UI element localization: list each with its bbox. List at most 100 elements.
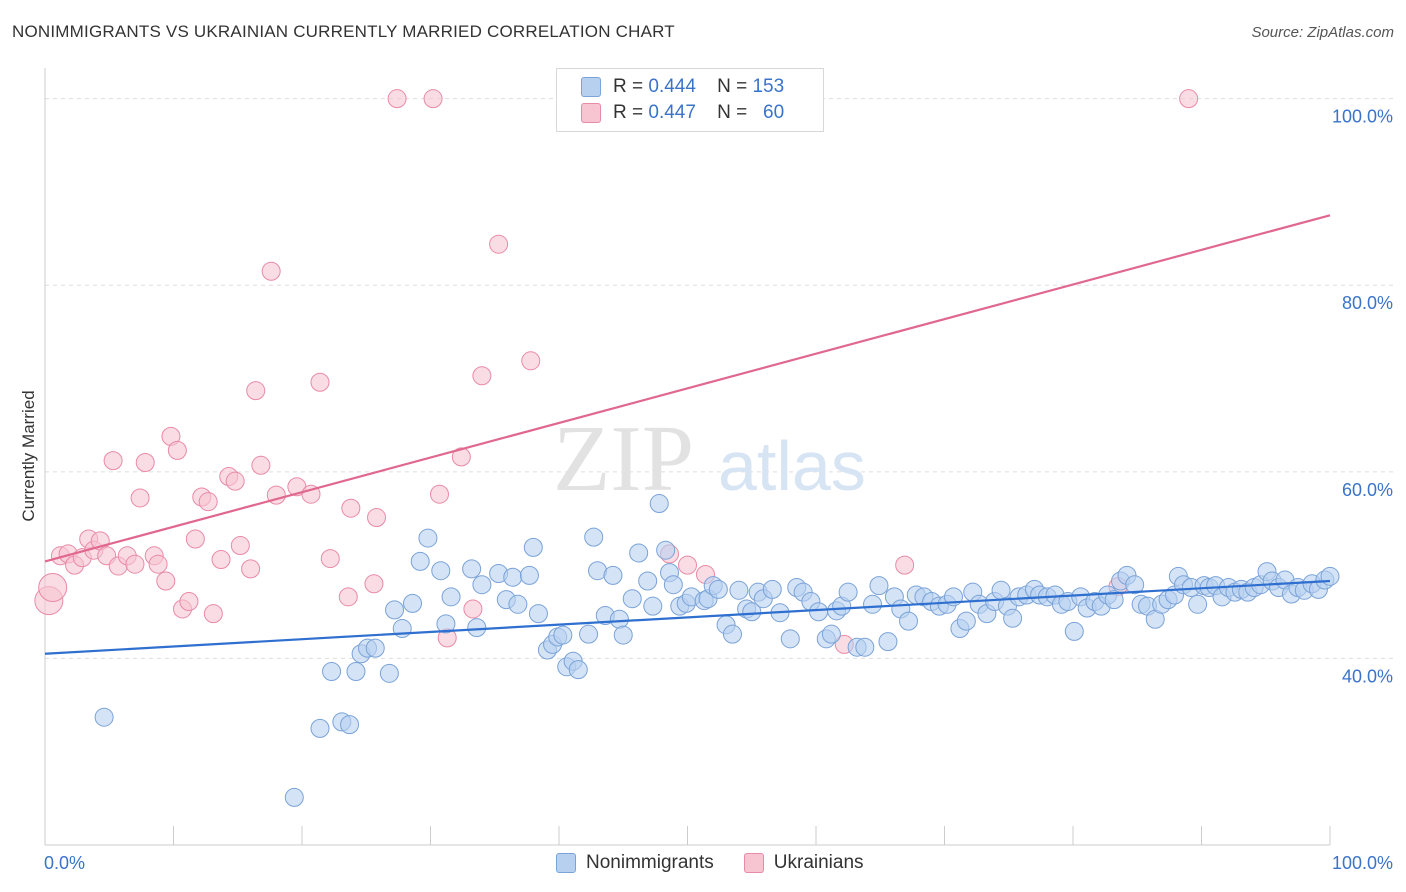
ukrainians-point [225, 471, 245, 491]
ukrainians-point [895, 555, 915, 575]
nonimmigrants-point [643, 596, 663, 616]
ukrainians-point [135, 453, 155, 472]
n-label: N = [717, 76, 748, 97]
nonimmigrants-point [1064, 621, 1084, 641]
y-tick-labels: 40.0% 60.0% 80.0% 100.0% [1332, 107, 1393, 687]
y-tick-label: 80.0% [1342, 293, 1393, 313]
nonimmigrants-point [809, 602, 829, 622]
nonimmigrants-point [403, 593, 423, 613]
y-tick-label: 40.0% [1342, 666, 1393, 686]
ukrainians-point [320, 549, 340, 569]
y-axis-label: Currently Married [19, 390, 38, 521]
n-value: 60 [763, 102, 785, 123]
x-tick-label-max: 100.0% [1332, 853, 1393, 873]
ukrainians-point [251, 455, 271, 475]
ukrainians-point [203, 604, 223, 624]
nonimmigrants-point [472, 575, 492, 595]
ukrainians-point [230, 536, 250, 556]
nonimmigrants-point [340, 715, 360, 735]
ukrainians-point [489, 234, 509, 254]
nonimmigrants-point [762, 579, 782, 599]
nonimmigrants-point [418, 528, 438, 548]
nonimmigrants-point [729, 580, 749, 600]
r-value: 0.447 [648, 102, 696, 123]
nonimmigrants-point [603, 565, 623, 585]
ukrainians-point [341, 498, 361, 518]
ukrainians-point [1179, 89, 1199, 109]
nonimmigrants-point [508, 594, 528, 614]
legend-item-ukrainians: Ukrainians [743, 852, 864, 874]
y-tick-label: 60.0% [1342, 480, 1393, 500]
n-label: N = [717, 102, 748, 123]
nonimmigrants-point [436, 614, 456, 634]
legend-row-nonimmigrants: R = 0.444 N = 153 [581, 75, 784, 99]
nonimmigrants-point [863, 594, 883, 614]
ukrainians-point [387, 89, 407, 109]
ukrainians-point [241, 559, 261, 579]
nonimmigrants-point [855, 637, 875, 657]
nonimmigrants-point [467, 618, 487, 638]
watermark-zip: ZIP [553, 407, 694, 511]
chart-title: NONIMMIGRANTS VS UKRAINIAN CURRENTLY MAR… [12, 22, 675, 41]
nonimmigrants-point [629, 543, 649, 563]
nonimmigrants-point [742, 602, 762, 622]
x-tick-marks [44, 826, 1331, 845]
legend-label: Nonimmigrants [586, 852, 714, 873]
ukrainians-point [167, 440, 187, 460]
legend-item-nonimmigrants: Nonimmigrants [556, 852, 714, 874]
nonimmigrants-point [649, 494, 669, 514]
nonimmigrants-point [878, 632, 898, 652]
nonimmigrants-trend-line [44, 579, 1331, 655]
nonimmigrants-point [568, 660, 588, 680]
nonimmigrants-point [441, 587, 461, 607]
ukrainians-point [198, 492, 218, 512]
nonimmigrants-point [1003, 608, 1023, 628]
nonimmigrants-point [663, 575, 683, 595]
nonimmigrants-point [431, 561, 451, 581]
nonimmigrants-point [503, 567, 523, 587]
n-value: 153 [752, 76, 785, 97]
nonimmigrants-point [1104, 590, 1124, 610]
nonimmigrants-point [322, 661, 342, 681]
ukrainians-point [148, 554, 168, 574]
nonimmigrants-point [379, 663, 399, 683]
pink-swatch [581, 103, 601, 123]
nonimmigrants-point [553, 625, 573, 645]
source-label: Source: ZipAtlas.com [1251, 24, 1394, 41]
ukrainians-point [367, 508, 387, 528]
ukrainians-point [103, 451, 123, 471]
ukrainians-point [310, 372, 330, 392]
nonimmigrants-point [722, 624, 742, 644]
watermark-atlas: atlas [718, 427, 866, 505]
ukrainians-trend-line [44, 214, 1331, 563]
ukrainians-points [34, 89, 1199, 654]
ukrainians-point [463, 599, 483, 619]
nonimmigrants-point [523, 537, 543, 557]
nonimmigrants-point [94, 707, 114, 727]
nonimmigrants-point [519, 565, 539, 585]
nonimmigrants-point [1188, 594, 1208, 614]
ukrainians-point [179, 592, 199, 612]
nonimmigrants-point [609, 609, 629, 629]
nonimmigrants-point [1320, 566, 1340, 586]
nonimmigrants-point [991, 580, 1011, 600]
nonimmigrants-point [622, 589, 642, 609]
nonimmigrants-point [708, 579, 728, 599]
nonimmigrants-point [956, 611, 976, 631]
ukrainians-point [211, 550, 231, 570]
ukrainians-point [451, 447, 471, 467]
ukrainians-point [261, 261, 281, 281]
ukrainians-point [678, 555, 697, 575]
nonimmigrants-point [780, 629, 800, 649]
nonimmigrants-point [656, 540, 676, 560]
nonimmigrants-point [821, 624, 841, 644]
nonimmigrants-point [899, 611, 919, 631]
trend-lines [44, 214, 1331, 655]
nonimmigrants-point [346, 661, 366, 681]
watermark: ZIP atlas [553, 407, 866, 511]
ukrainians-point [156, 571, 176, 591]
nonimmigrants-point [462, 559, 482, 579]
nonimmigrants-point [613, 625, 633, 645]
ukrainians-point [246, 381, 266, 401]
